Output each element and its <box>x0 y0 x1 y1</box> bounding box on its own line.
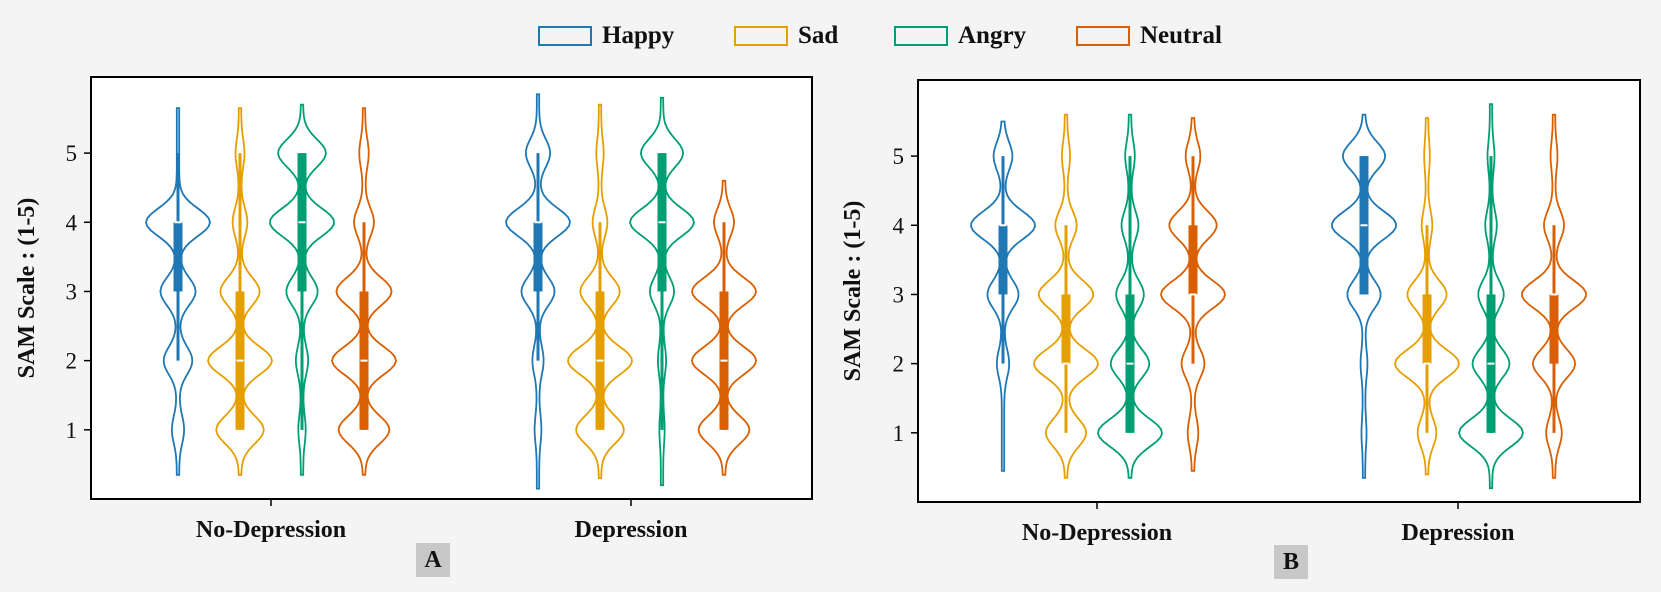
x-tick-label: Depression <box>1402 520 1515 546</box>
x-tick-label: No-Depression <box>1022 520 1172 546</box>
y-tick-label: 3 <box>66 279 78 304</box>
violin-sad <box>1033 113 1099 479</box>
y-axis-label: SAM Scale : (1-5) <box>840 201 866 382</box>
legend-label: Sad <box>798 22 839 49</box>
plot-frame <box>917 79 1641 503</box>
legend: Happy Sad Angry Neutral <box>0 18 1661 58</box>
y-tick-label: 5 <box>893 144 905 169</box>
legend-swatch <box>734 26 788 46</box>
violin-iqr-box <box>533 222 543 292</box>
y-tick-label: 1 <box>66 418 78 443</box>
panel-b: 1 2 3 4 5 SAM Scale : (1-5) No-Depression Depre… <box>840 79 1641 546</box>
legend-swatch <box>1076 26 1130 46</box>
y-tick-label: 5 <box>66 141 78 166</box>
y-tick-label: 2 <box>66 349 78 374</box>
violin-angry <box>1458 103 1524 490</box>
violin-outline <box>1394 117 1460 476</box>
violin-happy <box>1331 113 1397 479</box>
violin-outline <box>629 96 695 487</box>
x-tick-label: No-Depression <box>196 517 346 543</box>
violin-outline <box>1331 113 1397 479</box>
y-tick-label: 4 <box>66 210 78 235</box>
legend-label: Happy <box>602 22 675 49</box>
violin-sad <box>207 107 273 476</box>
panel-label-b: B <box>1274 545 1308 579</box>
violin-outline <box>1033 113 1099 479</box>
violin-neutral <box>691 179 757 476</box>
violin-outline <box>505 93 571 490</box>
legend-item-angry: Angry <box>894 18 1026 54</box>
violin-iqr-box <box>1061 294 1071 364</box>
violin-outline <box>1521 113 1587 479</box>
violin-iqr-box <box>1188 225 1198 295</box>
legend-item-neutral: Neutral <box>1076 18 1222 54</box>
violin-angry <box>1097 113 1163 479</box>
x-tick-label: Depression <box>575 517 688 543</box>
legend-label: Angry <box>958 22 1027 49</box>
violin-sad <box>1394 117 1460 476</box>
violin-sad <box>567 103 633 480</box>
legend-swatch <box>538 26 592 46</box>
violin-outline <box>207 107 273 476</box>
violin-happy <box>970 120 1036 472</box>
violin-outline <box>1097 113 1163 479</box>
violin-happy <box>505 93 571 490</box>
violin-outline <box>691 179 757 476</box>
y-axis-label: SAM Scale : (1-5) <box>14 198 40 379</box>
legend-swatch <box>894 26 948 46</box>
violin-angry <box>269 103 335 476</box>
violin-happy <box>145 107 211 476</box>
violin-iqr-box <box>1422 294 1432 364</box>
legend-label: Neutral <box>1140 22 1222 49</box>
y-tick-label: 4 <box>893 213 905 238</box>
violin-outline <box>145 107 211 476</box>
violin-neutral <box>331 107 397 476</box>
violin-outline <box>970 120 1036 472</box>
y-tick-label: 3 <box>893 282 905 307</box>
legend-item-happy: Happy <box>538 18 674 54</box>
violin-outline <box>269 103 335 476</box>
panel-a: 1 2 3 4 5 SAM Scale : (1-5) No-Depression Depre… <box>14 76 813 543</box>
violin-iqr-box <box>998 225 1008 295</box>
y-tick-label: 2 <box>893 352 905 377</box>
violin-outline <box>1160 117 1226 472</box>
violin-outline <box>567 103 633 480</box>
y-tick-label: 1 <box>893 421 905 446</box>
panel-label-a: A <box>416 543 450 577</box>
violin-iqr-box <box>1549 294 1559 364</box>
plot-frame <box>90 76 813 500</box>
violin-neutral <box>1521 113 1587 479</box>
violin-neutral <box>1160 117 1226 472</box>
legend-item-sad: Sad <box>734 18 838 54</box>
violin-iqr-box <box>173 222 183 292</box>
violin-outline <box>331 107 397 476</box>
violin-angry <box>629 96 695 487</box>
violin-outline <box>1458 103 1524 490</box>
